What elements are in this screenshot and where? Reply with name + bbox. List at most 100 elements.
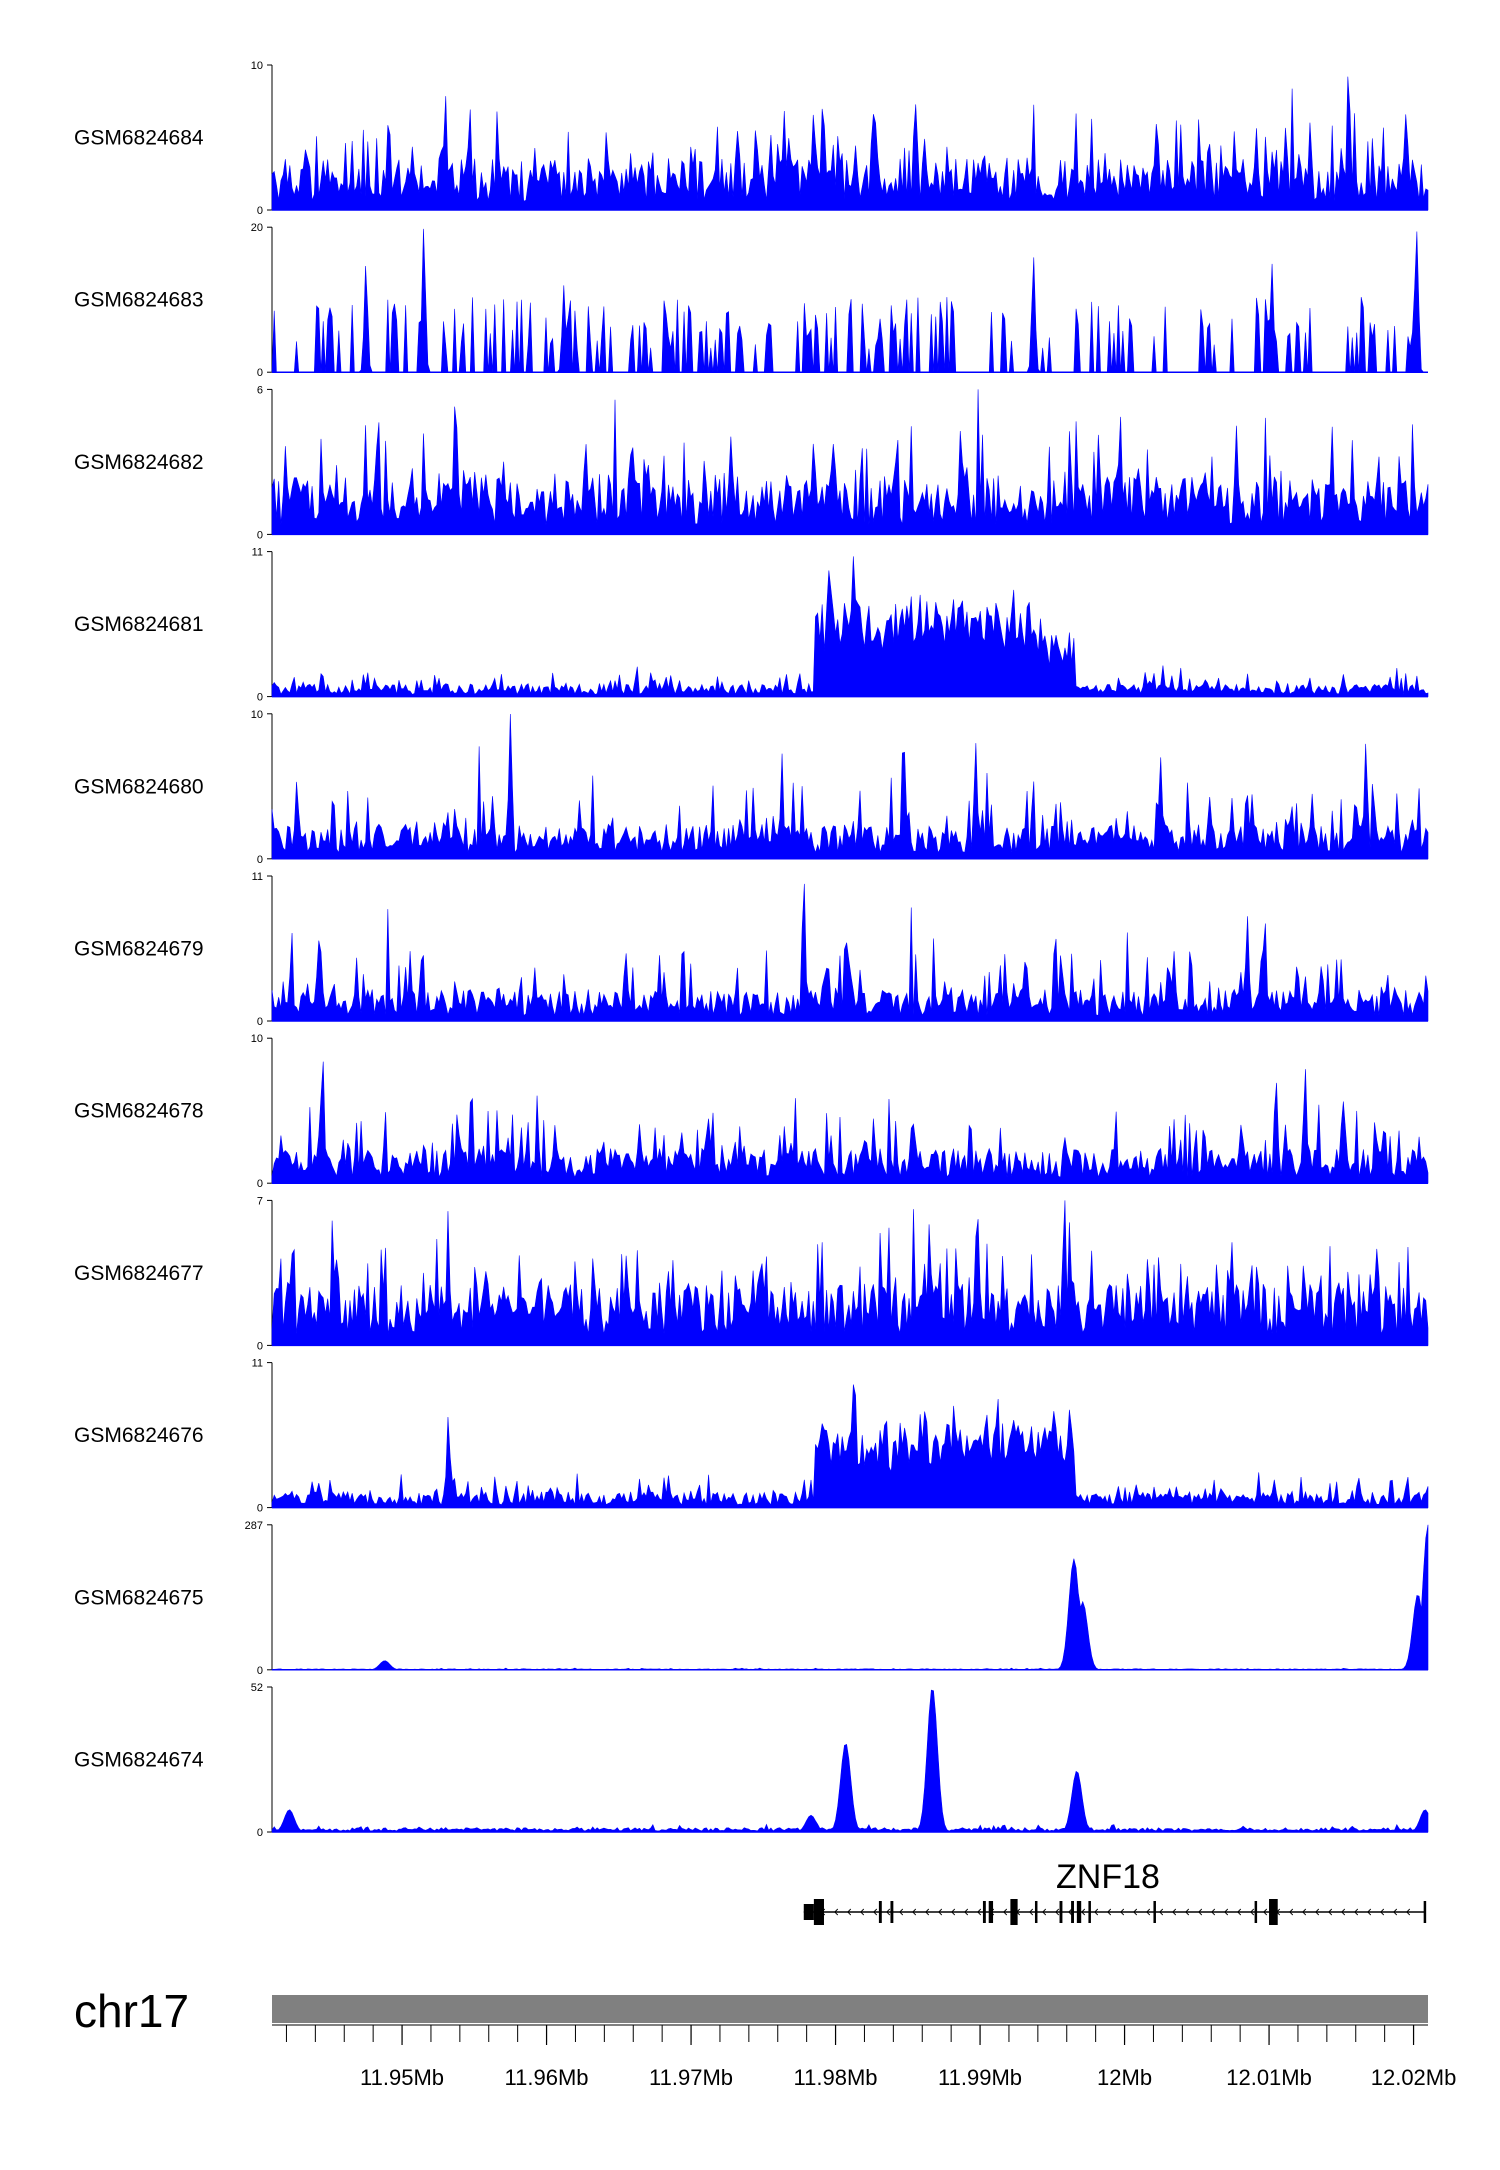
y-tick-label-min: 0: [257, 367, 263, 379]
track-label: GSM6824675: [74, 1586, 204, 1609]
signal-area: [271, 556, 1429, 697]
strand-arrow: [1380, 1908, 1385, 1916]
signal-area: [271, 1524, 1429, 1671]
signal-area: [271, 1689, 1429, 1833]
strand-arrow: [1250, 1908, 1255, 1916]
strand-arrow: [1133, 1908, 1138, 1916]
y-tick-label-max: 52: [251, 1682, 263, 1694]
y-tick-label-min: 0: [257, 854, 263, 866]
track-label: GSM6824684: [74, 127, 204, 150]
strand-arrow: [1159, 1908, 1164, 1916]
track-GSM6824677: GSM6824677 7 0: [74, 1195, 1429, 1352]
strand-arrow: [1055, 1908, 1060, 1916]
track-GSM6824675: GSM6824675 287 0: [74, 1520, 1429, 1677]
track-GSM6824683: GSM6824683 20 0: [74, 222, 1428, 379]
strand-arrow: [1367, 1908, 1372, 1916]
signal-area: [271, 1384, 1429, 1508]
strand-arrow: [1172, 1908, 1177, 1916]
gene-exon: [890, 1901, 894, 1923]
gene-exon: [878, 1901, 882, 1923]
strand-arrow: [834, 1908, 839, 1916]
gene-exon: [982, 1901, 986, 1923]
strand-arrow: [1198, 1908, 1203, 1916]
x-tick-label: 12.02Mb: [1371, 2065, 1457, 2090]
strand-arrow: [912, 1908, 917, 1916]
signal-area: [271, 76, 1429, 211]
gene-exon: [1034, 1901, 1038, 1923]
strand-arrow: [899, 1908, 904, 1916]
y-tick-label-min: 0: [257, 1016, 263, 1028]
strand-arrow: [1263, 1908, 1268, 1916]
y-tick-label-min: 0: [257, 1503, 263, 1515]
gene-exon: [803, 1904, 814, 1920]
strand-arrow: [1328, 1908, 1333, 1916]
y-tick-label-max: 11: [252, 547, 263, 559]
signal-area: [271, 389, 1429, 535]
y-tick-label-max: 287: [245, 1520, 263, 1532]
strand-arrow: [1354, 1908, 1359, 1916]
strand-arrow: [1185, 1908, 1190, 1916]
y-tick-label-min: 0: [257, 529, 263, 541]
strand-arrow: [873, 1908, 878, 1916]
x-tick-label: 11.99Mb: [938, 2065, 1022, 2090]
x-tick-label: 11.96Mb: [505, 2065, 589, 2090]
strand-arrow: [1068, 1908, 1073, 1916]
gene-exon: [1076, 1901, 1082, 1923]
track-label: GSM6824674: [74, 1749, 204, 1772]
signal-area: [271, 714, 1429, 860]
strand-arrow: [1120, 1908, 1125, 1916]
gene-name-label: ZNF18: [1056, 1858, 1160, 1896]
signal-tracks: GSM6824684100GSM6824683200GSM682468260GS…: [74, 60, 1429, 1839]
strand-arrow: [1224, 1908, 1229, 1916]
strand-arrow: [977, 1908, 982, 1916]
strand-arrow: [1003, 1908, 1008, 1916]
x-tick-label: 11.95Mb: [360, 2065, 444, 2090]
strand-arrow: [1289, 1908, 1294, 1916]
strand-arrow: [964, 1908, 969, 1916]
chromosome-bar: [272, 1995, 1428, 2023]
gene-track: ZNF18: [803, 1858, 1427, 1925]
strand-arrow: [886, 1908, 891, 1916]
x-tick-label: 12.01Mb: [1226, 2065, 1312, 2090]
gene-exon: [988, 1901, 994, 1923]
strand-arrow: [925, 1908, 930, 1916]
track-label: GSM6824678: [74, 1100, 204, 1123]
y-tick-label-min: 0: [257, 1827, 263, 1839]
y-tick-label-min: 0: [257, 1178, 263, 1190]
strand-arrow: [951, 1908, 956, 1916]
y-tick-label-max: 7: [257, 1195, 263, 1207]
y-tick-label-min: 0: [257, 205, 263, 217]
strand-arrow: [1042, 1908, 1047, 1916]
signal-area: [271, 228, 1428, 373]
y-tick-label-max: 10: [251, 709, 263, 721]
strand-arrow: [1081, 1908, 1086, 1916]
strand-arrow: [1302, 1908, 1307, 1916]
chromosome-label: chr17: [74, 1985, 189, 2037]
strand-arrow: [1237, 1908, 1242, 1916]
track-label: GSM6824679: [74, 938, 204, 961]
strand-arrow: [1315, 1908, 1320, 1916]
strand-arrow: [1393, 1908, 1398, 1916]
track-label: GSM6824677: [74, 1262, 204, 1285]
x-tick-label: 11.97Mb: [649, 2065, 733, 2090]
y-tick-label-min: 0: [257, 1665, 263, 1677]
track-GSM6824680: GSM6824680 10 0: [74, 709, 1429, 866]
gene-exon: [1269, 1899, 1278, 1925]
track-label: GSM6824676: [74, 1424, 204, 1447]
strand-arrow: [1029, 1908, 1034, 1916]
track-label: GSM6824681: [74, 613, 204, 636]
y-tick-label-min: 0: [257, 1340, 263, 1352]
y-tick-label-max: 11: [252, 1358, 263, 1370]
strand-arrow: [1341, 1908, 1346, 1916]
y-tick-label-max: 6: [257, 384, 263, 396]
x-tick-label: 12Mb: [1097, 2065, 1152, 2090]
track-GSM6824674: GSM6824674 52 0: [74, 1682, 1429, 1839]
x-tick-label: 11.98Mb: [794, 2065, 878, 2090]
y-tick-label-max: 20: [251, 222, 263, 234]
track-label: GSM6824680: [74, 775, 204, 798]
y-tick-label-min: 0: [257, 692, 263, 704]
y-tick-label-max: 10: [251, 60, 263, 72]
strand-arrow: [1107, 1908, 1112, 1916]
gene-exon: [1010, 1899, 1018, 1925]
